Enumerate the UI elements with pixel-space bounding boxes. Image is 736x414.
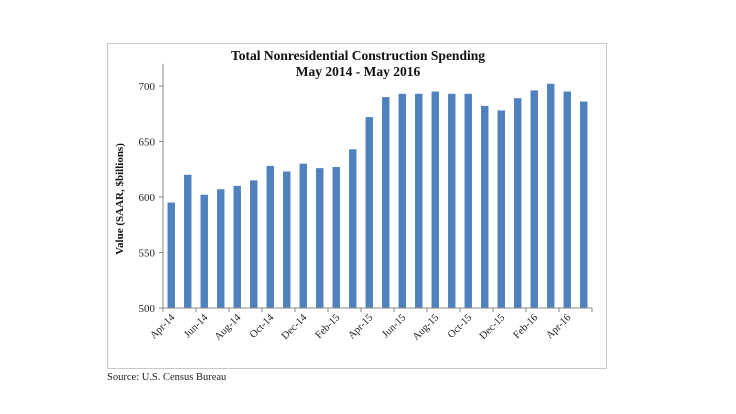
bar-mar-16 — [547, 83, 555, 308]
x-tick-label: Oct-15 — [446, 312, 474, 340]
bar-nov-15 — [481, 105, 489, 308]
bar-mar-15 — [349, 149, 357, 308]
x-tick-label: Feb-15 — [314, 312, 343, 341]
bar-jul-15 — [415, 93, 423, 308]
bar-aug-14 — [233, 185, 241, 308]
x-tick-label: Jun-15 — [380, 312, 408, 340]
x-tick-label: Apr-14 — [148, 312, 178, 342]
bar-aug-15 — [431, 91, 439, 308]
y-axis-label: Value (SAAR, $billions) — [114, 143, 126, 255]
chart-title: Total Nonresidential Construction Spendi… — [231, 48, 485, 63]
bars — [167, 83, 588, 309]
chart-subtitle: May 2014 - May 2016 — [296, 64, 421, 79]
x-tick-label: Apr-15 — [346, 312, 375, 341]
source-note: Source: U.S. Census Bureau — [107, 372, 227, 383]
bar-dec-14 — [299, 163, 307, 308]
bar-dec-15 — [497, 110, 505, 308]
bar-oct-14 — [266, 165, 274, 308]
bar-sep-14 — [250, 180, 258, 308]
bar-jun-15 — [398, 93, 406, 308]
y-axis-ticks: 500 550 600 650 700 — [139, 81, 163, 315]
x-tick-label: Aug-15 — [411, 312, 441, 342]
bar-apr-15 — [365, 117, 373, 308]
bar-may-15 — [382, 97, 390, 308]
y-tick-label: 650 — [139, 137, 156, 149]
x-tick-label: Dec-14 — [280, 312, 310, 342]
bar-apr-16 — [563, 91, 571, 308]
chart-frame: Total Nonresidential Construction Spendi… — [107, 43, 607, 369]
bar-jan-15 — [316, 168, 324, 308]
bar-may-16 — [580, 101, 588, 308]
bar-apr-14 — [167, 202, 175, 308]
bar-feb-16 — [530, 90, 538, 308]
bar-feb-15 — [332, 167, 340, 308]
bar-jul-14 — [217, 189, 225, 308]
bar-oct-15 — [464, 93, 472, 308]
x-tick-label: Dec-15 — [478, 312, 508, 342]
x-axis-ticks: Apr-14 Jun-14 Aug-14 Oct-14 Dec-14 Feb-15 Apr-… — [148, 308, 593, 343]
x-tick-label: Jun-14 — [182, 312, 211, 341]
bar-sep-15 — [448, 93, 456, 308]
x-tick-label: Oct-14 — [248, 312, 277, 341]
bar-may-14 — [184, 174, 192, 308]
y-tick-label: 550 — [139, 248, 156, 260]
bar-jun-14 — [200, 194, 208, 308]
bar-nov-14 — [283, 171, 291, 308]
x-tick-label: Aug-14 — [213, 312, 244, 343]
bar-chart: Total Nonresidential Construction Spendi… — [114, 48, 593, 343]
y-tick-label: 500 — [139, 303, 156, 315]
y-tick-label: 600 — [139, 192, 156, 204]
x-tick-label: Feb-16 — [512, 312, 541, 341]
bar-jan-16 — [514, 98, 522, 309]
y-tick-label: 700 — [139, 81, 156, 93]
x-tick-label: Apr-16 — [544, 312, 573, 341]
